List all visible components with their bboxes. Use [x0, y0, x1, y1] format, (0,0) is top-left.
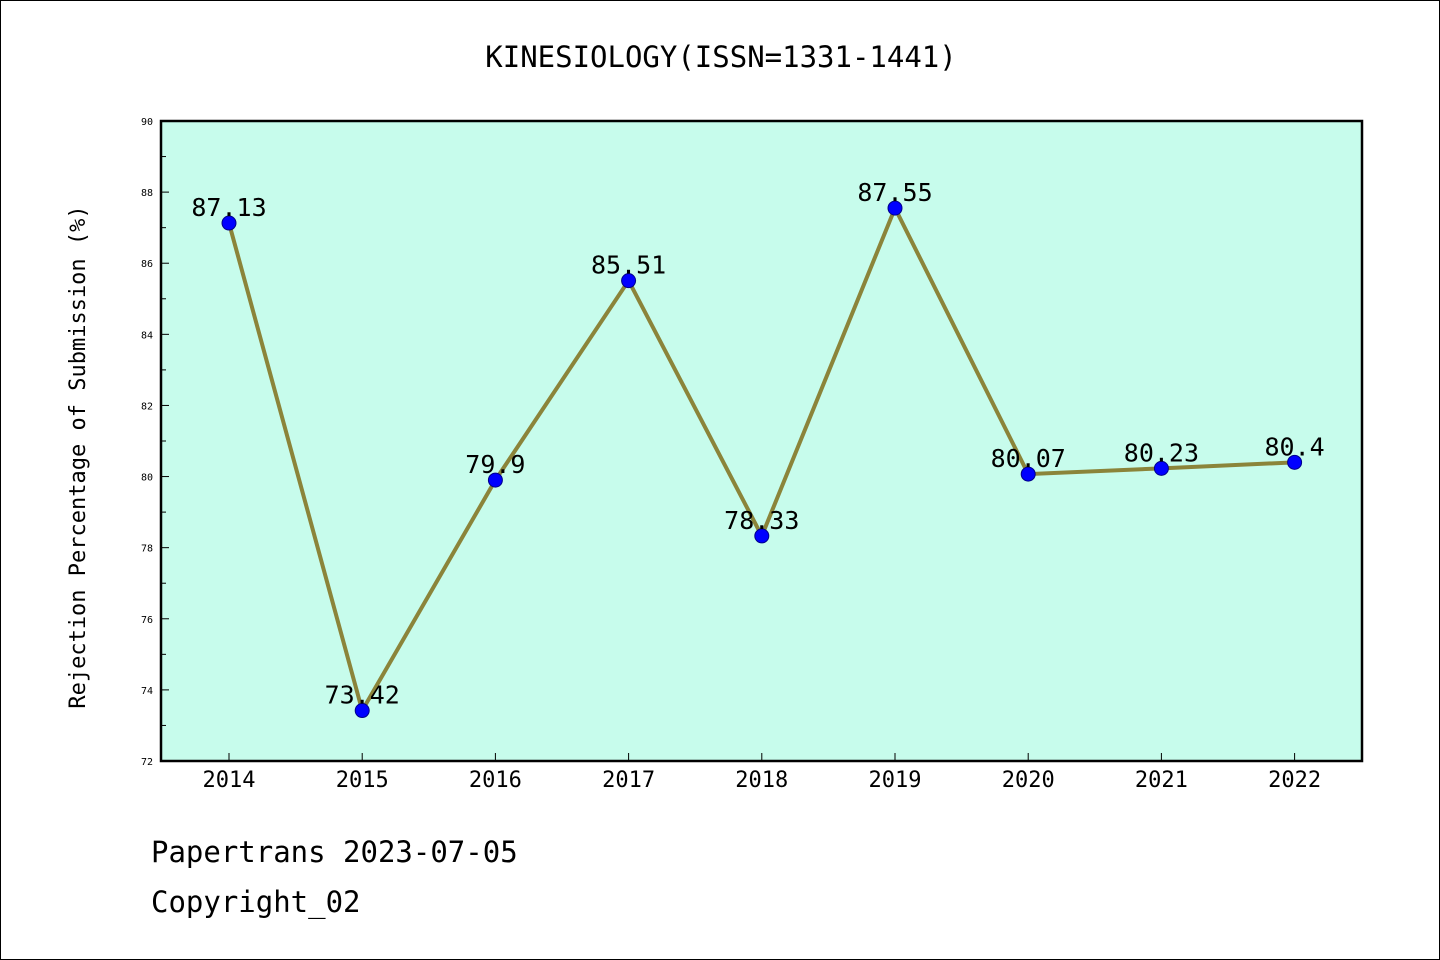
- y-axis-label: Rejection Percentage of Submission (%): [66, 205, 91, 708]
- x-tick-label: 2019: [869, 768, 922, 793]
- footer-copyright: Copyright_02: [151, 885, 361, 919]
- data-point: [1153, 460, 1169, 476]
- x-tick-label: 2014: [203, 768, 256, 793]
- y-tick-label: 80: [141, 473, 153, 484]
- data-label: 87.55: [857, 178, 932, 207]
- footer-date: Papertrans 2023-07-05: [151, 835, 518, 869]
- data-point: [621, 273, 637, 289]
- y-tick-label: 74: [141, 686, 153, 697]
- x-tick-label: 2017: [602, 768, 655, 793]
- y-tick-label: 78: [141, 544, 153, 555]
- data-labels: 87.13 73.42 79.9 85.51 78.33 87.55 80.07 80.23 8…: [191, 178, 1324, 709]
- data-label: 80.4: [1264, 432, 1324, 461]
- x-tick-label: 2018: [735, 768, 788, 793]
- data-point: [487, 472, 503, 488]
- data-label: 87.13: [191, 193, 266, 222]
- y-tick-label: 84: [141, 330, 153, 341]
- chart-title: KINESIOLOGY(ISSN=1331-1441): [485, 40, 956, 74]
- x-tick-label: 2016: [469, 768, 522, 793]
- data-point: [1020, 466, 1036, 482]
- data-point: [754, 528, 770, 544]
- data-label: 78.33: [724, 506, 799, 535]
- data-label: 73.42: [325, 681, 400, 710]
- y-tick-label: 82: [141, 401, 153, 412]
- x-tick-label: 2015: [336, 768, 389, 793]
- data-point: [887, 200, 903, 216]
- x-tick-label: 2022: [1268, 768, 1321, 793]
- x-axis: 2014 2015 2016 2017 2018 2019 2020 2021 2022: [203, 753, 1321, 793]
- x-tick-label: 2020: [1002, 768, 1055, 793]
- data-point: [354, 703, 370, 719]
- y-tick-label: 72: [141, 757, 153, 768]
- y-tick-label: 76: [141, 615, 153, 626]
- y-axis: 72 74 76 78 80 82 84 86 88 90: [141, 117, 169, 768]
- data-label: 85.51: [591, 251, 666, 280]
- data-label: 79.9: [465, 450, 525, 479]
- data-markers: [221, 200, 1303, 719]
- y-tick-label: 90: [141, 117, 153, 128]
- data-point: [1287, 454, 1303, 470]
- data-label: 80.07: [991, 444, 1066, 473]
- y-tick-label: 88: [141, 188, 153, 199]
- plot-area: [159, 119, 1364, 763]
- y-tick-label: 86: [141, 259, 153, 270]
- x-tick-label: 2021: [1135, 768, 1188, 793]
- data-point: [221, 215, 237, 231]
- data-label: 80.23: [1124, 438, 1199, 467]
